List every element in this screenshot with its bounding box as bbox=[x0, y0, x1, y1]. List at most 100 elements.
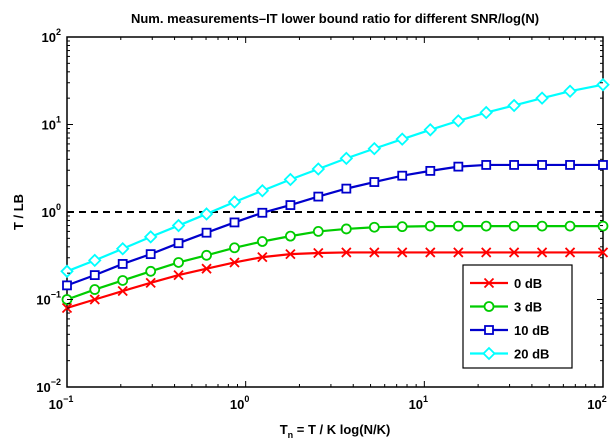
data-point bbox=[145, 249, 156, 260]
data-point bbox=[395, 132, 409, 146]
y-tick-label-base: 10 bbox=[42, 118, 56, 133]
data-point bbox=[87, 253, 102, 268]
legend: 0 dB 3 dB 10 dB 20 dB bbox=[462, 264, 573, 369]
data-point bbox=[537, 160, 547, 170]
data-point bbox=[425, 247, 436, 258]
x-axis-label-rest: = T / K log(N/K) bbox=[293, 422, 390, 437]
data-point bbox=[62, 280, 72, 291]
data-point bbox=[201, 227, 212, 238]
x-tick-label: 101 bbox=[409, 394, 428, 412]
data-point bbox=[229, 217, 240, 228]
x-tick-label-exponent: 1 bbox=[423, 394, 428, 404]
data-point bbox=[508, 220, 520, 232]
data-point bbox=[257, 251, 268, 263]
data-point bbox=[564, 247, 576, 258]
legend-label: 20 dB bbox=[514, 347, 549, 362]
data-point bbox=[341, 247, 352, 258]
y-tick-label-exponent: −1 bbox=[51, 290, 61, 300]
data-point bbox=[481, 160, 492, 170]
y-tick-label: 102 bbox=[42, 27, 61, 45]
legend-item: 3 dB bbox=[470, 300, 542, 315]
data-point bbox=[283, 172, 298, 187]
ticks-layer bbox=[66, 36, 604, 388]
data-point bbox=[285, 248, 296, 260]
data-point bbox=[536, 220, 548, 232]
data-point bbox=[173, 238, 184, 249]
legend-label: 3 dB bbox=[514, 300, 542, 315]
data-point bbox=[367, 141, 382, 156]
data-point bbox=[199, 207, 214, 221]
data-point bbox=[508, 247, 520, 258]
data-point bbox=[481, 247, 492, 258]
data-point bbox=[117, 275, 129, 286]
data-point bbox=[171, 218, 186, 233]
data-point bbox=[227, 195, 242, 209]
y-tick-label-base: 10 bbox=[36, 293, 50, 308]
legend-swatch-marker bbox=[482, 346, 496, 361]
data-point bbox=[424, 220, 436, 232]
x-tick-label-base: 10 bbox=[587, 397, 601, 412]
data-point bbox=[89, 294, 100, 305]
x-tick-label: 102 bbox=[587, 394, 606, 412]
data-point bbox=[117, 259, 128, 269]
data-point bbox=[423, 123, 438, 137]
data-point bbox=[369, 247, 380, 258]
data-point bbox=[229, 257, 240, 268]
x-axis-label-main: T bbox=[280, 422, 288, 437]
data-point bbox=[535, 91, 549, 105]
data-point bbox=[89, 270, 100, 281]
y-tick-label: 101 bbox=[42, 115, 61, 133]
data-point bbox=[368, 221, 380, 233]
data-point bbox=[397, 170, 408, 181]
data-point bbox=[145, 277, 156, 288]
data-point bbox=[311, 162, 326, 176]
data-point bbox=[598, 160, 608, 170]
series-0 bbox=[61, 247, 609, 314]
legend-label: 0 dB bbox=[514, 276, 542, 291]
data-point bbox=[255, 183, 270, 198]
data-point bbox=[340, 223, 352, 235]
data-point bbox=[285, 230, 296, 242]
data-point bbox=[596, 77, 610, 92]
data-point bbox=[285, 200, 296, 210]
data-point bbox=[201, 263, 212, 274]
data-point bbox=[313, 247, 324, 259]
x-axis-label: Tn = T / K log(N/K) bbox=[280, 422, 391, 440]
data-point bbox=[397, 247, 408, 258]
y-tick-label: 10−2 bbox=[36, 377, 61, 395]
data-point bbox=[597, 247, 609, 258]
y-tick-label-exponent: 1 bbox=[56, 115, 61, 125]
x-axis-label-sub: n bbox=[288, 430, 294, 440]
legend-swatch-marker bbox=[483, 301, 495, 312]
x-tick-label: 10−1 bbox=[49, 394, 74, 412]
data-point bbox=[480, 220, 492, 232]
data-point bbox=[143, 230, 158, 244]
y-tick-label: 100 bbox=[42, 202, 61, 220]
series-3 bbox=[60, 77, 610, 279]
data-point bbox=[257, 207, 268, 218]
data-point bbox=[256, 236, 268, 247]
data-point bbox=[60, 264, 74, 279]
y-tick-label-exponent: 0 bbox=[56, 202, 61, 212]
series-2 bbox=[62, 160, 608, 291]
y-tick-label-base: 10 bbox=[42, 205, 56, 220]
y-tick-label-base: 10 bbox=[36, 380, 50, 395]
data-point bbox=[89, 284, 101, 295]
data-point bbox=[565, 160, 575, 170]
x-tick-label: 100 bbox=[230, 394, 249, 412]
data-point bbox=[201, 249, 212, 261]
data-point bbox=[479, 105, 493, 120]
y-tick-label-exponent: 2 bbox=[56, 27, 61, 37]
legend-label: 10 dB bbox=[514, 323, 549, 338]
data-point bbox=[564, 220, 576, 232]
legend-item: 10 dB bbox=[470, 323, 549, 338]
series-line bbox=[66, 251, 603, 310]
data-point bbox=[229, 242, 240, 254]
data-point bbox=[115, 241, 130, 256]
legend-item: 0 dB bbox=[470, 276, 542, 291]
x-tick-label-exponent: 0 bbox=[244, 394, 249, 404]
data-point bbox=[563, 84, 577, 99]
x-tick-label-exponent: 2 bbox=[602, 394, 607, 404]
